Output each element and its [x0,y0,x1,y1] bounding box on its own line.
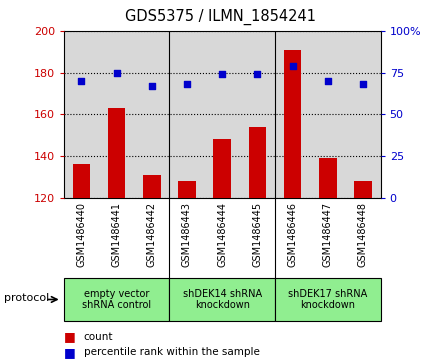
Text: GSM1486445: GSM1486445 [253,202,262,267]
Text: GSM1486441: GSM1486441 [112,202,121,267]
Text: GSM1486442: GSM1486442 [147,202,157,267]
Bar [354,181,372,198]
Text: ■: ■ [64,346,76,359]
Point [359,81,367,87]
Point [113,70,120,76]
Text: GSM1486446: GSM1486446 [288,202,297,267]
Point [219,72,226,77]
Text: shDEK14 shRNA
knockdown: shDEK14 shRNA knockdown [183,289,262,310]
Text: protocol: protocol [4,293,50,303]
Point [148,83,155,89]
Point [254,72,261,77]
Text: GDS5375 / ILMN_1854241: GDS5375 / ILMN_1854241 [125,9,315,25]
Bar [73,164,90,198]
Bar [284,50,301,198]
Point [324,78,331,84]
Bar [213,139,231,198]
Point [183,81,191,87]
Bar [249,127,266,198]
Text: shDEK17 shRNA
knockdown: shDEK17 shRNA knockdown [288,289,367,310]
Bar [143,175,161,198]
Text: count: count [84,332,113,342]
Bar [178,181,196,198]
Bar [108,108,125,198]
Text: GSM1486444: GSM1486444 [217,202,227,267]
Text: empty vector
shRNA control: empty vector shRNA control [82,289,151,310]
Point [289,63,296,69]
Bar [319,158,337,198]
Text: GSM1486443: GSM1486443 [182,202,192,267]
Point [78,78,85,84]
Text: GSM1486447: GSM1486447 [323,202,333,267]
Text: ■: ■ [64,330,76,343]
Text: percentile rank within the sample: percentile rank within the sample [84,347,260,357]
Text: GSM1486448: GSM1486448 [358,202,368,267]
Text: GSM1486440: GSM1486440 [77,202,86,267]
